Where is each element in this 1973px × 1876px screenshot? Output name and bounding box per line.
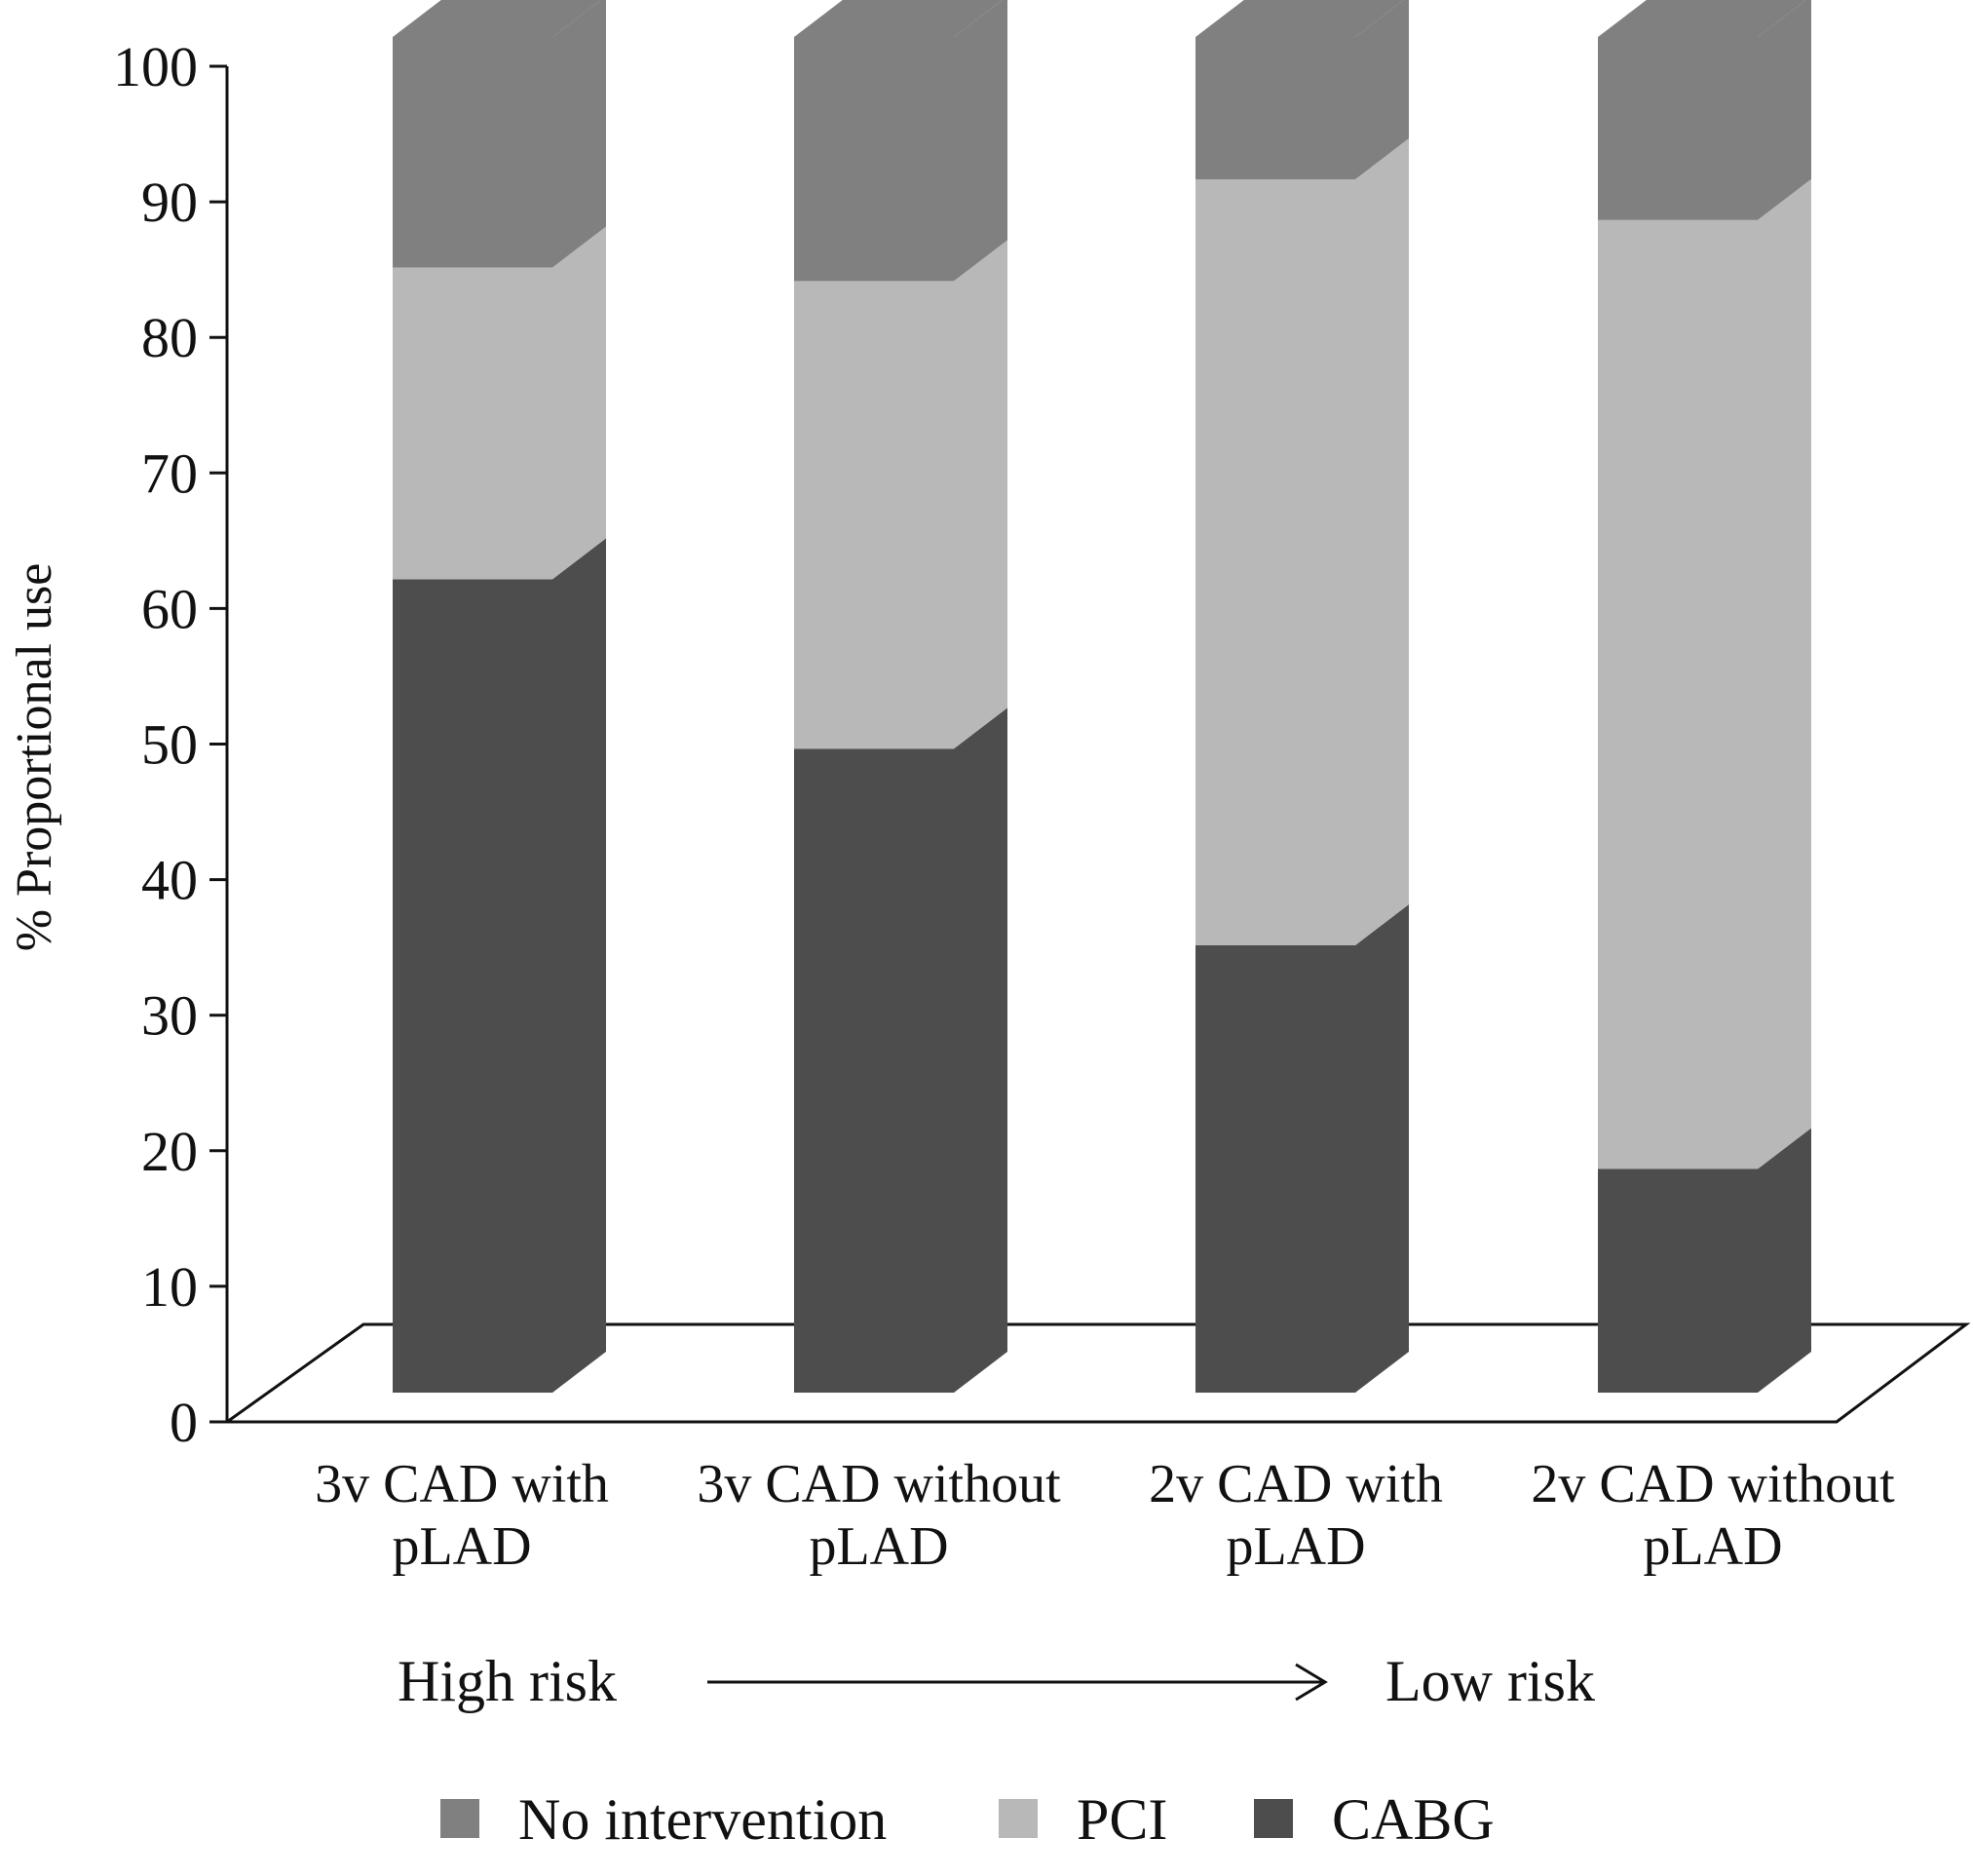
legend-swatch: [999, 1799, 1038, 1838]
legend-item: PCI: [999, 1787, 1167, 1852]
bar-segment-no-intervention: [1598, 0, 1811, 220]
bar-side: [954, 708, 1007, 1393]
bar-front: [1598, 219, 1758, 1169]
bar-side: [1758, 1128, 1811, 1393]
bar-top: [393, 0, 601, 37]
y-axis: 0 10 20 30 40 50 60 70 80 90 100: [113, 35, 229, 1454]
bar-segment-no-intervention: [1195, 0, 1409, 180]
bar-segment-cabg: [393, 538, 606, 1393]
bar-segment-no-intervention: [794, 0, 1007, 282]
bar-front: [393, 37, 552, 268]
y-tick-label: 0: [170, 1391, 198, 1454]
bar-segment-pci: [1598, 178, 1811, 1169]
bar-front: [794, 748, 954, 1393]
risk-label-low: Low risk: [1385, 1649, 1595, 1713]
bar-side: [552, 0, 606, 268]
bar-segment-pci: [1195, 138, 1409, 945]
x-category-label: 3v CAD without: [697, 1454, 1061, 1514]
bar-side: [1355, 903, 1409, 1393]
bar-front: [1195, 944, 1355, 1393]
x-category-label: pLAD: [1226, 1516, 1365, 1577]
bar-top: [1598, 0, 1806, 37]
y-tick-label: 60: [141, 577, 198, 640]
x-category-label: pLAD: [1643, 1516, 1782, 1577]
bar-side: [552, 538, 606, 1393]
legend-swatch: [440, 1799, 479, 1838]
bar-side: [552, 226, 606, 580]
bar-stack: [794, 0, 1007, 1393]
bar-side: [1355, 138, 1409, 945]
y-tick-label: 70: [141, 441, 198, 505]
y-tick-label: 100: [113, 35, 198, 98]
bars: [393, 0, 1811, 1393]
bar-front: [794, 37, 954, 282]
bar-front: [393, 579, 552, 1393]
bar-top: [794, 0, 1003, 37]
floor-plane: [222, 1322, 1971, 1424]
bar-top: [1195, 0, 1404, 37]
legend-swatch: [1254, 1799, 1293, 1838]
y-tick-label: 40: [141, 849, 198, 912]
legend-label: CABG: [1332, 1787, 1495, 1852]
bar-segment-no-intervention: [393, 0, 606, 268]
legend-item: No intervention: [440, 1787, 887, 1852]
bar-segment-pci: [794, 240, 1007, 749]
risk-label-high: High risk: [398, 1649, 617, 1713]
legend-item: CABG: [1254, 1787, 1495, 1852]
x-category-label: 2v CAD with: [1149, 1454, 1443, 1514]
legend-label: No intervention: [518, 1787, 887, 1852]
y-tick-label: 80: [141, 306, 198, 369]
x-category-label: pLAD: [392, 1516, 531, 1577]
bar-segment-cabg: [1598, 1128, 1811, 1393]
x-category-label: pLAD: [809, 1516, 948, 1577]
chart-floor: [222, 1322, 1971, 1424]
bar-stack: [1598, 0, 1811, 1393]
y-tick-label: 20: [141, 1120, 198, 1183]
bar-front: [794, 281, 954, 749]
bar-segment-pci: [393, 226, 606, 580]
bar-stack: [393, 0, 606, 1393]
bar-stack: [1195, 0, 1409, 1393]
bar-front: [1195, 179, 1355, 945]
x-category-label: 2v CAD without: [1531, 1454, 1895, 1514]
bar-segment-cabg: [1195, 903, 1409, 1393]
bar-front: [1598, 1168, 1758, 1393]
bar-front: [1195, 37, 1355, 180]
bar-segment-cabg: [794, 708, 1007, 1393]
y-tick-label: 10: [141, 1255, 198, 1319]
y-tick-label: 30: [141, 984, 198, 1048]
x-category-label: 3v CAD with: [315, 1454, 609, 1514]
risk-arrow-head: [1295, 1663, 1328, 1702]
y-tick-label: 50: [141, 713, 198, 777]
legend: No intervention PCI CABG: [440, 1787, 1495, 1852]
bar-side: [954, 240, 1007, 749]
y-axis-label: % Proportional use: [7, 563, 62, 952]
bar-front: [1598, 37, 1758, 220]
legend-label: PCI: [1077, 1787, 1167, 1852]
y-tick-label: 90: [141, 171, 198, 234]
bar-side: [1758, 0, 1811, 220]
bar-side: [1355, 0, 1409, 180]
bar-side: [954, 0, 1007, 282]
bar-side: [1758, 178, 1811, 1169]
risk-annotation: High risk Low risk: [398, 1649, 1595, 1713]
bar-front: [393, 267, 552, 580]
